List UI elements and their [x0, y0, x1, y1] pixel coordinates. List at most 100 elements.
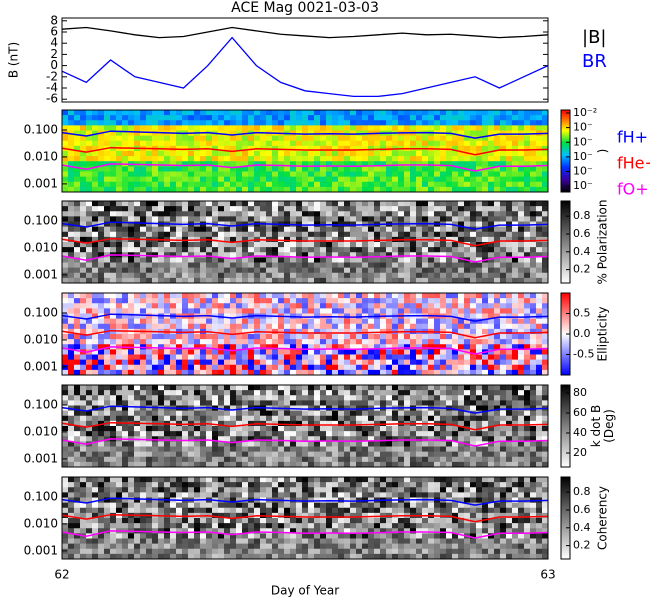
spectrogram-cell — [296, 415, 303, 422]
spectrogram-cell — [344, 186, 351, 193]
spectrogram-cell — [176, 110, 183, 116]
spectrogram-cell — [332, 354, 339, 361]
spectrogram-cell — [242, 186, 249, 193]
spectrogram-cell — [524, 110, 531, 116]
spectrogram-cell — [62, 369, 69, 376]
spectrogram-cell — [284, 236, 291, 243]
spectrogram-cell — [338, 120, 345, 126]
spectrogram-cell — [464, 293, 471, 299]
spectrogram-cell — [182, 400, 189, 406]
spectrogram-cell — [122, 354, 129, 361]
spectrogram-cell — [482, 364, 489, 371]
spectrogram-cell — [368, 298, 375, 304]
spectrogram-cell — [218, 395, 225, 401]
spectrogram-cell — [146, 364, 153, 371]
spectrogram-cell — [332, 308, 339, 314]
spectrogram-cell — [452, 293, 459, 299]
spectrogram-cell — [410, 415, 417, 422]
spectrogram-cell — [302, 272, 309, 279]
spectrogram-cell — [476, 166, 483, 172]
spectrogram-cell — [536, 186, 543, 193]
spectrogram-cell — [500, 130, 507, 137]
spectrogram-cell — [386, 334, 393, 340]
spectrogram-cell — [248, 354, 255, 361]
spectrogram-cell — [530, 334, 537, 340]
spectrogram-cell — [440, 323, 447, 330]
spectrogram-cell — [518, 441, 525, 447]
spectrogram-cell — [260, 201, 267, 207]
spectrogram-cell — [170, 110, 177, 116]
spectrogram-cell — [182, 277, 189, 284]
spectrogram-cell — [392, 231, 399, 238]
spectrogram-cell — [122, 277, 129, 284]
spectrogram-cell — [134, 390, 141, 396]
frequency-line — [61, 163, 549, 172]
spectrogram-cell — [200, 359, 207, 366]
spectrogram-cell — [290, 328, 297, 335]
spectrogram-cell — [128, 247, 135, 253]
spectrogram-cell — [332, 323, 339, 330]
spectrogram-cell — [284, 206, 291, 212]
spectrogram-cell — [134, 441, 141, 447]
spectrogram-cell — [500, 125, 507, 131]
spectrogram-cell — [242, 262, 249, 269]
spectrogram-cell — [476, 313, 483, 320]
spectrogram-cell — [176, 339, 183, 345]
spectrogram-cell — [98, 257, 105, 263]
spectrogram-cell — [464, 369, 471, 376]
spectrogram-cell — [116, 318, 123, 325]
spectrogram-cell — [248, 125, 255, 131]
spectrogram-cell — [374, 226, 381, 233]
spectrogram-cell — [266, 364, 273, 371]
spectrogram-cell — [494, 206, 501, 212]
spectrogram-cell — [254, 257, 261, 263]
spectrogram-cell — [212, 110, 219, 116]
spectrogram-cell — [278, 436, 285, 442]
spectrogram-cell — [170, 293, 177, 299]
spectrogram-cell — [92, 166, 99, 172]
spectrogram-cell — [422, 257, 429, 263]
spectrogram-cell — [218, 272, 225, 279]
spectrogram-cell — [188, 446, 195, 453]
spectrogram-cell — [224, 231, 231, 238]
spectrogram-cell — [476, 201, 483, 207]
spectrogram-cell — [80, 176, 87, 183]
spectrogram-cell — [494, 328, 501, 335]
spectrogram-cell — [260, 206, 267, 212]
spectrogram-cell — [68, 369, 75, 376]
spectrogram-cell — [278, 247, 285, 253]
spectrogram-cell — [122, 135, 129, 142]
spectrogram-cell — [338, 344, 345, 350]
spectrogram-cell — [488, 130, 495, 137]
spectrogram-cell — [458, 298, 465, 304]
spectrogram-cell — [116, 221, 123, 228]
spectrogram-cell — [470, 115, 477, 121]
spectrogram-cell — [392, 385, 399, 391]
spectrogram-cell — [458, 293, 465, 299]
spectrogram-cell — [62, 247, 69, 253]
spectrogram-cell — [362, 349, 369, 355]
spectrogram-cell — [128, 318, 135, 325]
spectrogram-cell — [290, 166, 297, 172]
spectrogram-cell — [500, 293, 507, 299]
spectrogram-cell — [86, 323, 93, 330]
spectrogram-cell — [260, 385, 267, 391]
spectrogram-cell — [542, 395, 549, 401]
spectrogram-cell — [470, 369, 477, 376]
spectrogram-cell — [512, 206, 519, 212]
spectrogram-cell — [308, 201, 315, 207]
spectrogram-cell — [386, 161, 393, 167]
spectrogram-cell — [314, 354, 321, 361]
spectrogram-cell — [392, 186, 399, 193]
spectrogram-cell — [224, 247, 231, 253]
spectrogram-cell — [338, 145, 345, 152]
spectrogram-cell — [212, 339, 219, 345]
spectrogram-cell — [212, 369, 219, 376]
spectrogram-cell — [314, 166, 321, 172]
spectrogram-cell — [122, 140, 129, 147]
spectrogram-cell — [314, 436, 321, 442]
spectrogram-cell — [236, 339, 243, 345]
spectrogram-cell — [392, 257, 399, 263]
spectrogram-cell — [284, 323, 291, 330]
spectrogram-cell — [134, 395, 141, 401]
